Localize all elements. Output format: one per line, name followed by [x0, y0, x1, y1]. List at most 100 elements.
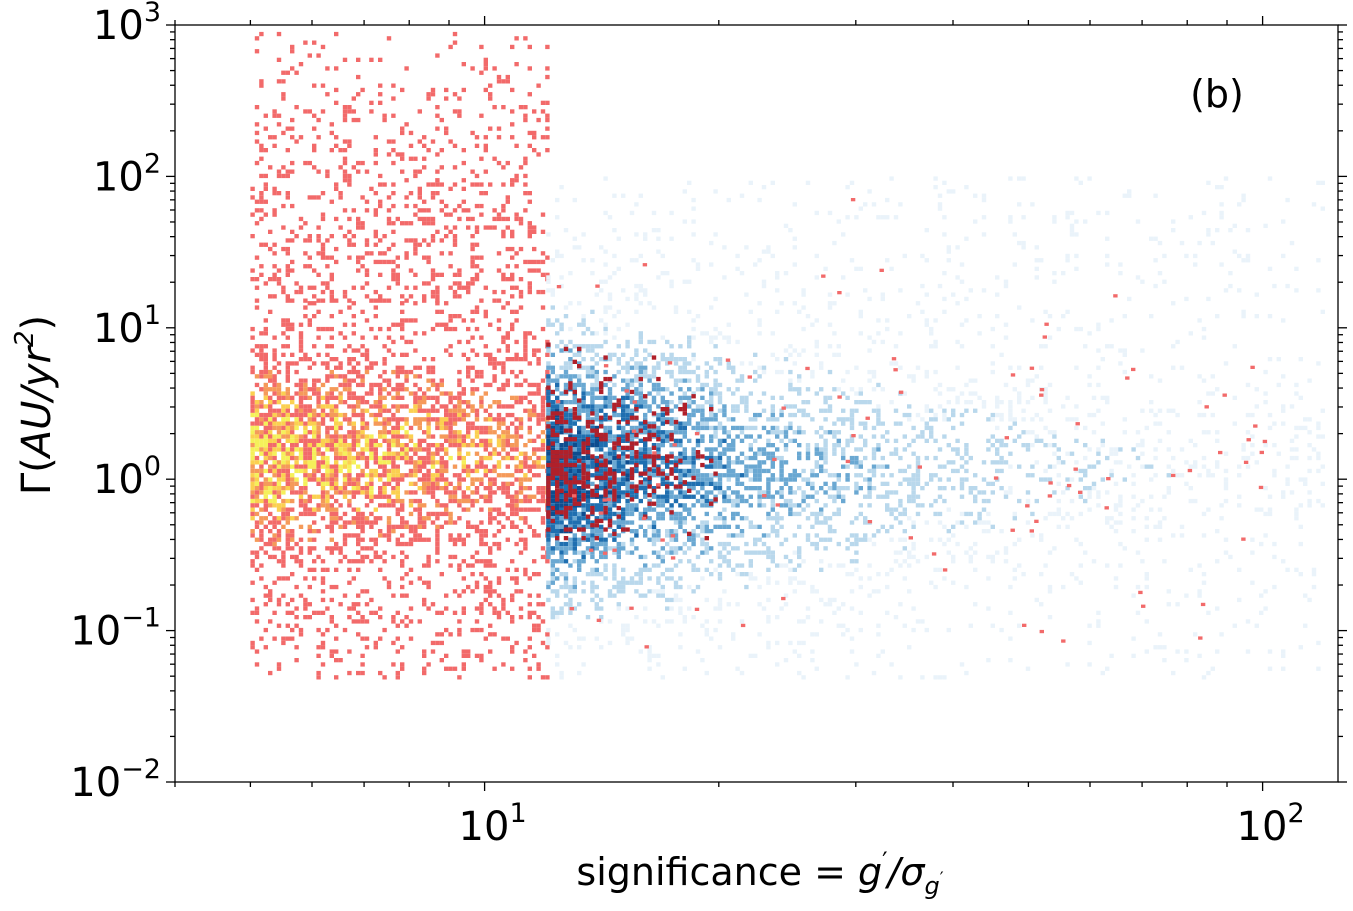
heatmap-cell: [290, 430, 295, 435]
heatmap-cell: [342, 511, 348, 517]
heatmap-cell: [369, 361, 374, 366]
heatmap-cell: [607, 477, 613, 482]
heatmap-cell: [735, 434, 740, 439]
heatmap-cell: [307, 498, 312, 504]
heatmap-cell: [665, 533, 670, 538]
heatmap-cell: [540, 408, 546, 413]
heatmap-cell: [532, 135, 537, 140]
heatmap-cell: [250, 369, 255, 375]
heatmap-cell: [563, 593, 569, 598]
heatmap-cell: [466, 281, 471, 286]
heatmap-cell: [334, 298, 339, 303]
heatmap-cell: [294, 369, 299, 375]
heatmap-cell: [722, 554, 727, 560]
heatmap-cell: [691, 425, 696, 431]
heatmap-cell: [272, 378, 277, 383]
heatmap-cell: [364, 199, 370, 204]
heatmap-cell: [577, 645, 582, 650]
heatmap-cell: [290, 126, 295, 131]
heatmap-cell: [439, 117, 444, 123]
heatmap-cell: [682, 219, 687, 224]
heatmap-cell: [577, 245, 582, 250]
heatmap-cell: [448, 533, 453, 538]
heatmap-cell: [695, 481, 701, 486]
heatmap-cell: [607, 460, 613, 465]
heatmap-cell: [739, 378, 745, 383]
heatmap-cell: [638, 374, 643, 379]
heatmap-cell: [254, 352, 260, 357]
heatmap-cell: [312, 447, 317, 452]
heatmap-cell: [536, 152, 541, 157]
heatmap-cell: [612, 503, 617, 508]
heatmap-cell: [290, 473, 295, 478]
heatmap-cell: [783, 430, 789, 435]
heatmap-cell: [272, 490, 277, 495]
heatmap-cell: [325, 425, 330, 431]
heatmap-cell: [536, 447, 541, 452]
heatmap-cell: [413, 417, 418, 422]
heatmap-cell: [753, 425, 758, 431]
heatmap-cell: [426, 473, 431, 478]
heatmap-cell: [532, 259, 537, 265]
heatmap-cell: [329, 148, 334, 153]
heatmap-cell: [404, 593, 409, 598]
heatmap-cell: [298, 490, 304, 495]
heatmap-cell: [546, 541, 551, 547]
heatmap-cell: [338, 195, 343, 200]
heatmap-cell: [563, 602, 569, 607]
heatmap-cell: [408, 541, 414, 547]
heatmap-cell: [527, 645, 532, 650]
heatmap-cell: [408, 580, 414, 585]
heatmap-cell: [342, 335, 348, 340]
heatmap-cell: [527, 610, 532, 615]
heatmap-cell: [250, 464, 255, 469]
heatmap-cell: [612, 374, 617, 379]
heatmap-cell: [452, 314, 458, 319]
heatmap-cell: [303, 40, 308, 45]
heatmap-cell: [430, 191, 436, 196]
heatmap-cell: [483, 468, 488, 474]
heatmap-cell: [713, 412, 718, 418]
heatmap-cell: [342, 464, 348, 469]
heatmap-cell: [356, 395, 361, 400]
heatmap-cell: [546, 400, 551, 405]
heatmap-cell: [285, 623, 290, 628]
heatmap-cell: [572, 584, 577, 590]
heatmap-cell: [378, 567, 383, 572]
heatmap-cell: [625, 395, 630, 400]
heatmap-cell: [651, 563, 657, 568]
heatmap-cell: [400, 395, 405, 400]
heatmap-cell: [272, 387, 277, 392]
heatmap-cell: [360, 400, 365, 405]
heatmap-cell: [669, 352, 674, 357]
heatmap-cell: [452, 486, 458, 491]
heatmap-cell: [678, 490, 683, 495]
heatmap-cell: [748, 443, 753, 448]
heatmap-cell: [259, 481, 264, 486]
heatmap-cell: [540, 378, 546, 383]
heatmap-cell: [559, 185, 564, 190]
heatmap-cell: [369, 597, 374, 603]
heatmap-cell: [268, 464, 273, 469]
heatmap-cell: [717, 408, 723, 413]
heatmap-cell: [634, 387, 639, 392]
heatmap-cell: [744, 550, 749, 555]
heatmap-cell: [496, 135, 502, 140]
heatmap-cell: [439, 486, 444, 491]
heatmap-cell: [638, 451, 643, 456]
heatmap-cell: [422, 417, 427, 422]
heatmap-cell: [439, 640, 444, 646]
heatmap-cell: [660, 443, 665, 448]
heatmap-cell: [294, 382, 299, 388]
heatmap-cell: [722, 438, 727, 443]
heatmap-cell: [312, 148, 317, 153]
heatmap-cell: [329, 473, 334, 478]
heatmap-cell: [625, 404, 630, 409]
heatmap-cell: [555, 541, 560, 547]
heatmap-cell: [364, 520, 370, 525]
heatmap-cell: [651, 395, 657, 400]
heatmap-cell: [678, 473, 683, 478]
heatmap-cell: [682, 503, 687, 508]
heatmap-cell: [612, 576, 617, 581]
